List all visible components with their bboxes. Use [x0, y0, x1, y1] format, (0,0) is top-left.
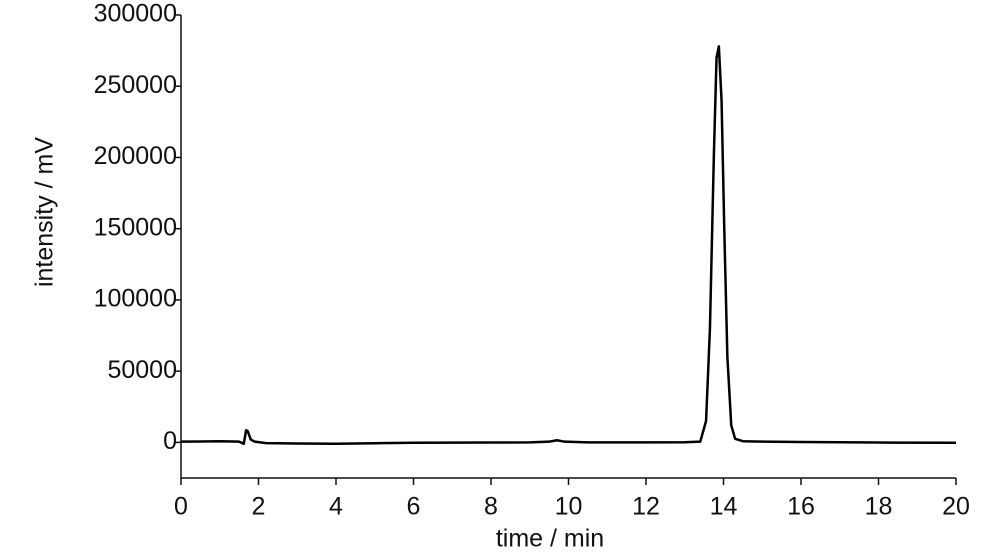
y-axis-label: intensity / mV: [31, 137, 59, 287]
y-tick-label: 150000: [94, 213, 177, 241]
y-tick-label: 50000: [107, 356, 177, 384]
x-tick-label: 14: [710, 493, 738, 521]
x-tick-label: 8: [484, 493, 498, 521]
y-tick-label: 250000: [94, 71, 177, 99]
x-tick-label: 16: [787, 493, 815, 521]
x-tick-label: 18: [865, 493, 893, 521]
x-tick-label: 20: [942, 493, 970, 521]
x-tick-label: 10: [555, 493, 583, 521]
y-tick-label: 200000: [94, 142, 177, 170]
x-tick-label: 4: [329, 493, 343, 521]
x-tick-label: 6: [407, 493, 421, 521]
y-tick-label: 0: [163, 427, 177, 455]
x-axis-label: time / min: [496, 525, 604, 553]
y-tick-label: 300000: [94, 0, 177, 28]
x-tick-label: 2: [252, 493, 266, 521]
x-tick-label: 12: [632, 493, 660, 521]
axes: [180, 15, 956, 479]
line-series: [180, 45, 957, 446]
x-tick-label: 0: [174, 493, 188, 521]
y-tick-label: 100000: [94, 285, 177, 313]
